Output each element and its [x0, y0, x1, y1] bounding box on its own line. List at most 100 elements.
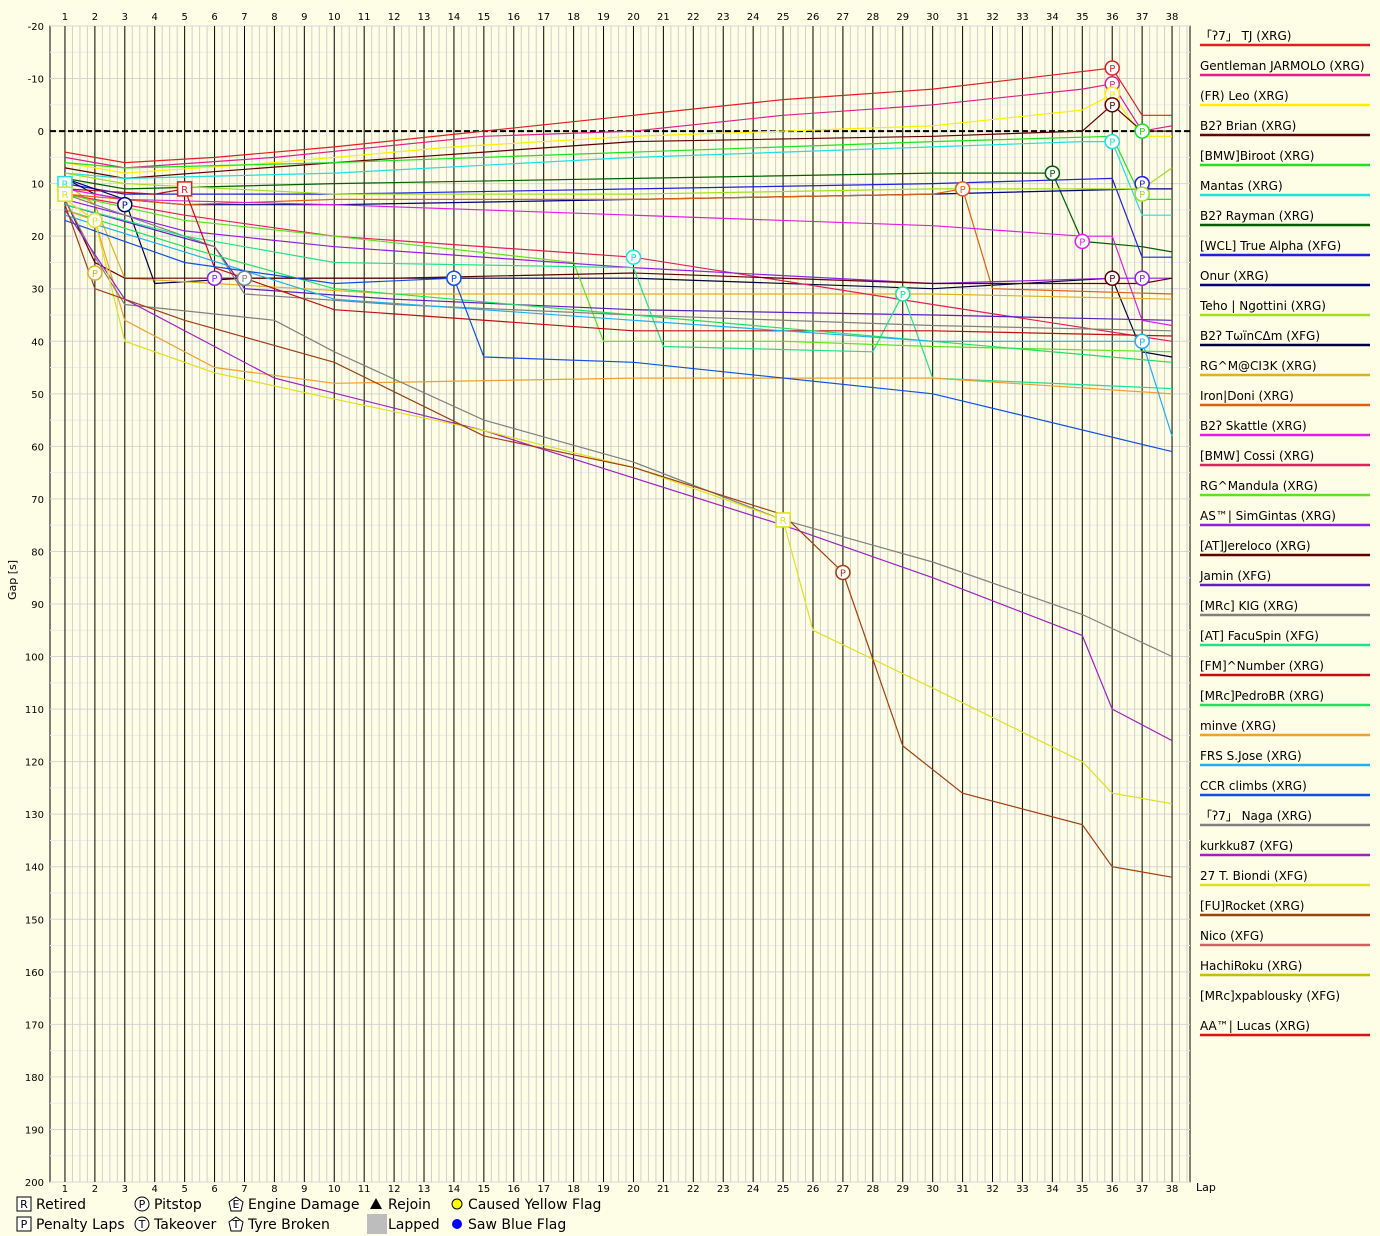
marker-label: P	[1109, 90, 1115, 101]
marker-label: P	[1139, 190, 1145, 201]
marker-label: R	[61, 190, 68, 201]
pitstop-marker	[835, 564, 851, 581]
x-tick-label-bottom: 34	[1046, 1184, 1059, 1195]
legend-entry: minve (XRG)	[1200, 719, 1276, 733]
series-line	[64, 188, 1173, 327]
key-symbol: P	[21, 1218, 28, 1231]
x-tick-label-top: 13	[418, 12, 431, 23]
series-line	[64, 193, 1173, 332]
legend-entry: (FR) Leo (XRG)	[1200, 89, 1289, 103]
x-tick-label-bottom: 21	[657, 1184, 670, 1195]
x-tick-label-bottom: 13	[418, 1184, 431, 1195]
series-line	[64, 209, 1173, 395]
event-key: R Retired P Pitstop E Engine Damage Rejoin Caus…	[16, 1196, 601, 1234]
key-label: Rejoin	[388, 1197, 431, 1213]
key-label: Lapped	[388, 1217, 440, 1233]
series-line	[64, 93, 1172, 174]
series-line	[64, 188, 1173, 295]
x-tick-label-bottom: 3	[122, 1184, 128, 1195]
marker-label: P	[1049, 169, 1055, 180]
x-tick-label-top: 21	[657, 12, 670, 23]
key-symbol: E	[233, 1198, 240, 1211]
y-tick-label: 200	[25, 1178, 44, 1189]
rejoin-triangle-icon	[370, 1198, 382, 1209]
series-line	[64, 177, 1172, 258]
yellow-flag-dot-icon	[451, 1198, 463, 1210]
y-tick-label: 0	[38, 127, 44, 138]
pitstop-marker	[1104, 60, 1120, 76]
x-tick-label-top: 24	[747, 12, 760, 23]
lapped-box-icon	[367, 1214, 387, 1234]
x-tick-label-bottom: 16	[507, 1184, 520, 1195]
x-tick-label-top: 12	[388, 12, 401, 23]
x-tick-label-bottom: 7	[241, 1184, 247, 1195]
x-tick-label-bottom: 30	[926, 1184, 939, 1195]
key-item: T Takeover	[134, 1216, 216, 1233]
pitstop-marker	[1134, 270, 1150, 286]
x-tick-label-top: 2	[92, 12, 98, 23]
y-tick-label: 40	[31, 337, 44, 348]
marker-label: R	[181, 185, 188, 196]
y-tick-label: 180	[25, 1073, 44, 1084]
marker-label: R	[61, 180, 68, 191]
x-tick-label-bottom: 24	[747, 1184, 760, 1195]
pitstop-marker	[625, 249, 642, 265]
legend-entry: FRS S.Jose (XRG)	[1200, 749, 1302, 763]
pitstop-marker	[1104, 97, 1120, 113]
legend-entry: RG^M@CI3K (XRG)	[1200, 359, 1317, 373]
legend-entry: Teho | Ngottini (XRG)	[1199, 299, 1326, 313]
series-line	[64, 204, 1173, 390]
x-tick-label-top: 17	[537, 12, 550, 23]
x-tick-label-bottom: 11	[358, 1184, 371, 1195]
key-symbol: T	[232, 1218, 240, 1231]
x-tick-label-bottom: 10	[328, 1184, 341, 1195]
legend-entry: HachiRoku (XRG)	[1200, 959, 1302, 973]
x-tick-label-top: 26	[807, 12, 820, 23]
x-tick-label-top: 8	[271, 12, 277, 23]
x-tick-label-bottom: 15	[477, 1184, 490, 1195]
key-label: Engine Damage	[248, 1197, 360, 1213]
y-tick-label: 90	[31, 600, 44, 611]
pitstop-marker	[895, 286, 911, 302]
legend-entry: [AT] FacuSpin (XFG)	[1200, 629, 1319, 643]
series-line	[64, 209, 1173, 742]
x-tick-label-bottom: 2	[92, 1184, 98, 1195]
legend-entry: [BMW] Cossi (XRG)	[1200, 449, 1314, 463]
legend-entry: RG^Mandula (XRG)	[1200, 479, 1318, 493]
series-line	[64, 141, 1172, 216]
marker-label: R	[780, 516, 787, 527]
series-line	[64, 193, 1173, 342]
x-tick-label-top: 37	[1136, 12, 1149, 23]
x-tick-label-top: 6	[211, 12, 217, 23]
x-tick-label-bottom: 20	[627, 1184, 640, 1195]
x-tick-label-bottom: 18	[567, 1184, 580, 1195]
legend-entry: 「ʔ7」 Naga (XRG)	[1200, 809, 1312, 823]
x-tick-label-bottom: 32	[986, 1184, 999, 1195]
key-item: R Retired	[16, 1196, 86, 1213]
x-tick-label-bottom: 28	[866, 1184, 879, 1195]
key-label: Penalty Laps	[36, 1217, 125, 1233]
legend-entry: 「ʔ7」 TJ (XRG)	[1200, 29, 1291, 43]
key-label: Tyre Broken	[247, 1217, 330, 1233]
x-tick-label-bottom: 37	[1136, 1184, 1149, 1195]
pitstop-marker	[87, 265, 103, 281]
x-tick-label-bottom: 22	[687, 1184, 700, 1195]
marker-label: P	[1139, 337, 1145, 348]
legend-entry: [AT]Jereloco (XRG)	[1200, 539, 1311, 553]
series-line	[64, 199, 1173, 285]
x-tick-label-bottom: 36	[1106, 1184, 1119, 1195]
key-circle-icon	[134, 1216, 150, 1232]
key-item: P Penalty Laps	[16, 1216, 125, 1233]
pitstop-marker	[1134, 186, 1150, 202]
legend-entry: B2ʔ Skattle (XRG)	[1200, 419, 1307, 433]
legend-entry: [MRc]xpablousky (XFG)	[1200, 989, 1340, 1003]
key-item: Rejoin	[370, 1197, 431, 1213]
y-tick-label: -10	[28, 75, 44, 86]
x-tick-label-bottom: 4	[152, 1184, 158, 1195]
legend-entry: Nico (XFG)	[1200, 929, 1264, 943]
x-tick-label-bottom: 33	[1016, 1184, 1029, 1195]
x-tick-label-bottom: 9	[301, 1184, 307, 1195]
marker-label: P	[1079, 237, 1085, 248]
x-tick-label-bottom: 14	[448, 1184, 461, 1195]
key-item: P Pitstop	[134, 1196, 202, 1213]
